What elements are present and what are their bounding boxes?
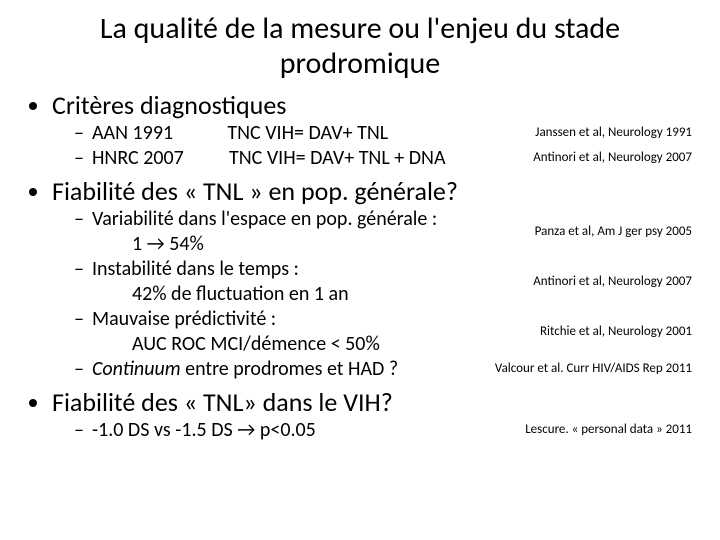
bullet-criteres: Critères diagnostiques AAN 1991 TNC VIH=… [52, 91, 692, 171]
sub-item: Variabilité dans l'espace en pop. généra… [74, 207, 692, 257]
slide: La qualité de la mesure ou l'enjeu du st… [0, 0, 720, 540]
sub-text-ital: Continuum [92, 357, 181, 381]
slide-title: La qualité de la mesure ou l'enjeu du st… [28, 12, 692, 81]
citation: Lescure. « personal data » 2011 [517, 422, 692, 438]
sub-text: AAN 1991 TNC VIH= DAV+ TNL [92, 121, 527, 146]
citation: Antinori et al, Neurology 2007 [525, 150, 692, 166]
sub-item: Continuum entre prodromes et HAD ? Valco… [74, 357, 692, 382]
bullet-fiabilite-vih: Fiabilité des « TNL» dans le VIH? -1.0 D… [52, 388, 692, 443]
sub-text-line2: 42% de fluctuation en 1 an [92, 282, 525, 307]
sub-item: Mauvaise prédictivité : AUC ROC MCI/déme… [74, 307, 692, 357]
bullet-text: Fiabilité des « TNL » en pop. générale? [52, 175, 458, 207]
bullet-text: Fiabilité des « TNL» dans le VIH? [52, 386, 393, 418]
citation: Antinori et al, Neurology 2007 [525, 274, 692, 290]
sub-text-line2: AUC ROC MCI/démence < 50% [92, 332, 532, 357]
sub-item: HNRC 2007 TNC VIH= DAV+ TNL + DNA Antino… [74, 146, 692, 171]
citation: Ritchie et al, Neurology 2001 [532, 324, 692, 340]
sub-text: -1.0 DS vs -1.5 DS → p<0.05 [92, 418, 517, 443]
sub-text: HNRC 2007 TNC VIH= DAV+ TNL + DNA [92, 146, 525, 171]
citation: Valcour et al. Curr HIV/AIDS Rep 2011 [487, 361, 692, 377]
sub-text-line2: 1 → 54% [92, 232, 527, 257]
sub-text: Instabilité dans le temps : 42% de fluct… [92, 257, 525, 307]
citation: Janssen et al, Neurology 1991 [527, 125, 692, 141]
bullet-list: Critères diagnostiques AAN 1991 TNC VIH=… [28, 91, 692, 443]
sub-text-line1: Variabilité dans l'espace en pop. généra… [92, 207, 437, 231]
citation: Panza et al, Am J ger psy 2005 [527, 224, 692, 240]
bullet-text: Critères diagnostiques [52, 89, 286, 121]
sub-text-line1: Mauvaise prédictivité : [92, 307, 276, 331]
bullet-fiabilite-pop: Fiabilité des « TNL » en pop. générale? … [52, 177, 692, 382]
sub-text: Variabilité dans l'espace en pop. généra… [92, 207, 527, 257]
sub-text: Mauvaise prédictivité : AUC ROC MCI/déme… [92, 307, 532, 357]
sub-text: Continuum entre prodromes et HAD ? [92, 357, 487, 382]
slide-body: Critères diagnostiques AAN 1991 TNC VIH=… [28, 91, 692, 443]
sub-text-line1: Instabilité dans le temps : [92, 257, 299, 281]
sub-item: AAN 1991 TNC VIH= DAV+ TNL Janssen et al… [74, 121, 692, 146]
sub-list: AAN 1991 TNC VIH= DAV+ TNL Janssen et al… [52, 121, 692, 171]
sub-item: Instabilité dans le temps : 42% de fluct… [74, 257, 692, 307]
sub-item: -1.0 DS vs -1.5 DS → p<0.05 Lescure. « p… [74, 418, 692, 443]
sub-list: -1.0 DS vs -1.5 DS → p<0.05 Lescure. « p… [52, 418, 692, 443]
sub-list: Variabilité dans l'espace en pop. généra… [52, 207, 692, 382]
sub-text-rest: entre prodromes et HAD ? [181, 357, 399, 381]
